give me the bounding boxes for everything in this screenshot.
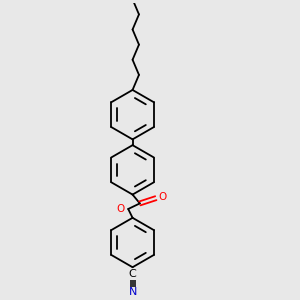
Text: O: O (116, 204, 124, 214)
Text: O: O (158, 192, 166, 202)
Text: C: C (129, 269, 136, 280)
Text: N: N (128, 287, 137, 297)
